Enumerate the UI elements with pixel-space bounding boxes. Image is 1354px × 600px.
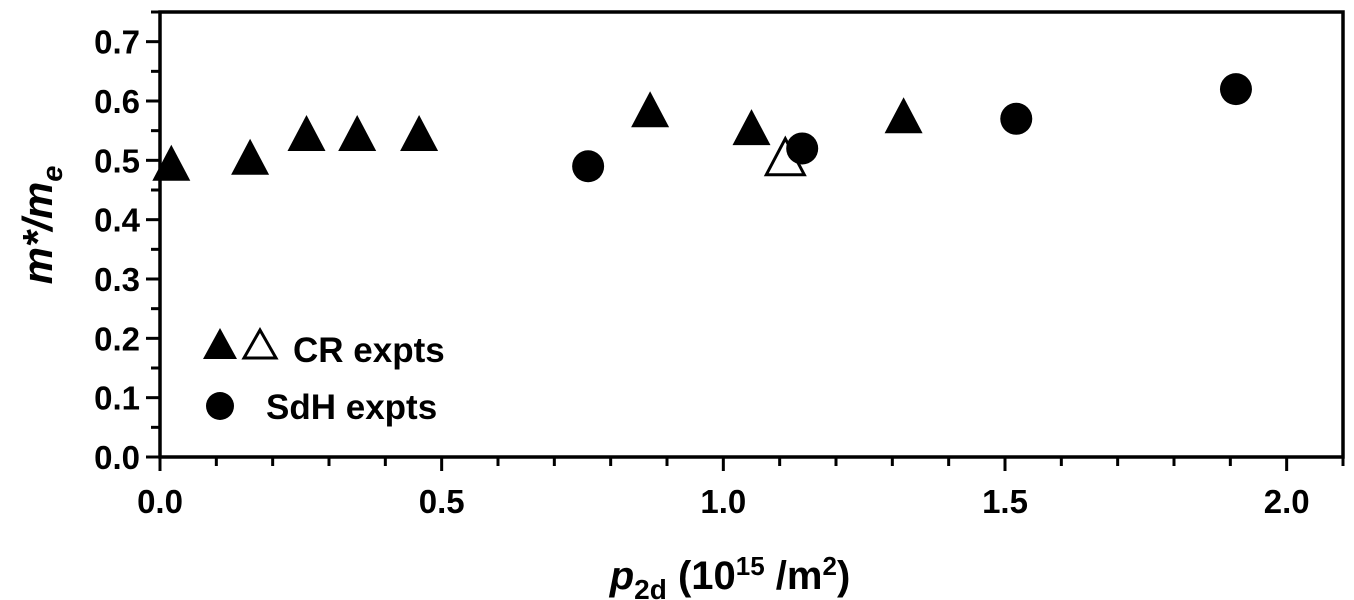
x-tick-label: 2.0	[1264, 483, 1310, 520]
x-axis-title: p2d (1015 /m2)	[609, 551, 851, 600]
y-tick-label: 0.2	[94, 320, 140, 357]
y-tick-label: 0.0	[94, 439, 140, 476]
legend-cr-solid-marker	[203, 328, 237, 359]
cr-point	[631, 91, 670, 128]
cr-point	[884, 97, 923, 134]
x-tick-label: 0.0	[137, 483, 183, 520]
y-tick-label: 0.7	[94, 24, 140, 61]
y-axis-title: m*/me	[14, 166, 69, 285]
y-tick-label: 0.5	[94, 142, 140, 179]
sdh-point	[1000, 102, 1033, 135]
cr-point	[338, 115, 377, 151]
x-axis-ticks: 0.0 0.5 1.0 1.5 2.0	[137, 457, 1345, 520]
y-tick-label: 0.3	[94, 261, 140, 298]
x-tick-label: 1.0	[700, 483, 746, 520]
y-tick-label: 0.1	[94, 380, 140, 417]
y-tick-label: 0.6	[94, 83, 140, 120]
plot-area	[158, 10, 1345, 459]
sdh-point	[572, 150, 605, 183]
plot-frame	[158, 10, 1345, 459]
legend-sdh-label: SdH expts	[266, 388, 437, 427]
x-tick-label: 1.5	[982, 483, 1028, 520]
y-axis-ticks: 0.0 0.1 0.2 0.3 0.4 0.5 0.6 0.7	[94, 10, 160, 476]
legend-cr-label: CR expts	[293, 331, 445, 370]
legend-sdh-marker	[206, 392, 234, 420]
y-tick-label: 0.4	[94, 202, 141, 239]
x-tick-label: 0.5	[419, 483, 465, 520]
data-points	[152, 73, 1252, 183]
cr-point	[400, 115, 439, 151]
cr-point	[287, 115, 326, 151]
cr-point	[231, 138, 270, 175]
legend: CR expts SdH expts	[203, 326, 445, 427]
sdh-point	[786, 132, 819, 165]
legend-cr-open-marker	[241, 326, 279, 360]
sdh-point	[1219, 73, 1252, 106]
cr-point	[152, 144, 191, 181]
cr-point	[732, 109, 771, 146]
